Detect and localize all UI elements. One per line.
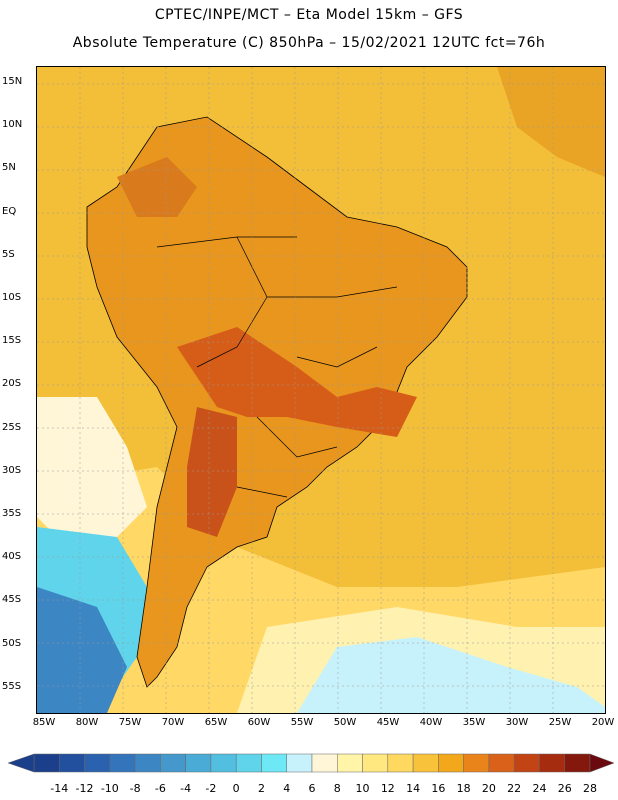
colorbar-bin bbox=[438, 753, 464, 773]
colorbar-bin bbox=[261, 753, 287, 773]
warm-ocean-ne bbox=[497, 67, 605, 177]
lat-label: 40S bbox=[2, 551, 22, 563]
lat-label: 50S bbox=[2, 637, 22, 649]
lat-label: 10S bbox=[2, 292, 22, 303]
lat-label: 30S bbox=[2, 464, 22, 476]
colorbar-tick-label: 26 bbox=[557, 782, 572, 795]
colorbar-tick-label: 24 bbox=[532, 782, 547, 795]
lat-label: 5S bbox=[2, 248, 15, 260]
colorbar-max-arrow bbox=[589, 753, 615, 773]
colorbar-tick-label: 2 bbox=[257, 782, 265, 795]
colorbar-tick-label: 6 bbox=[308, 782, 316, 795]
lat-label: 45S bbox=[2, 594, 22, 606]
colorbar bbox=[7, 753, 615, 773]
colorbar-tick-label: 22 bbox=[507, 782, 522, 795]
lon-label: 85W bbox=[32, 717, 56, 728]
lat-label: 20S bbox=[2, 378, 22, 390]
temperature-map[interactable] bbox=[36, 66, 606, 714]
lat-label: 15N bbox=[2, 76, 23, 87]
colorbar-bin bbox=[488, 753, 515, 773]
lon-label: 80W bbox=[75, 717, 99, 728]
colorbar-bin bbox=[362, 753, 389, 773]
lon-label: 45W bbox=[376, 717, 400, 728]
colorbar-bin bbox=[210, 753, 237, 773]
colorbar-tick-label: -8 bbox=[129, 782, 141, 795]
colorbar-bin bbox=[513, 753, 540, 773]
lat-label: 25S bbox=[2, 421, 22, 433]
pacific-cool-patch bbox=[37, 397, 147, 537]
lat-label: 55S bbox=[2, 680, 22, 692]
colorbar-bin bbox=[286, 753, 313, 773]
hot-core-north bbox=[117, 157, 197, 217]
southern-cold-tongue bbox=[297, 637, 605, 713]
colorbar-tick-label: 16 bbox=[431, 782, 446, 795]
lon-label: 40W bbox=[419, 717, 443, 728]
colorbar-bin bbox=[134, 753, 161, 773]
colorbar-bin bbox=[185, 753, 212, 773]
colorbar-tick-label: -4 bbox=[180, 782, 192, 795]
colorbar-tick-label: -2 bbox=[205, 782, 217, 795]
colorbar-tick-label: 0 bbox=[232, 782, 240, 795]
lon-label: 25W bbox=[548, 717, 572, 728]
lon-label: 55W bbox=[290, 717, 314, 728]
lon-label: 50W bbox=[333, 717, 357, 728]
colorbar-bin bbox=[160, 753, 186, 773]
colorbar-bin bbox=[235, 753, 262, 773]
colorbar-tick-label: -6 bbox=[154, 782, 166, 795]
lat-label: EQ bbox=[2, 205, 17, 217]
colorbar-bin bbox=[463, 753, 490, 773]
lon-label: 70W bbox=[161, 717, 185, 728]
map-title-line1: CPTEC/INPE/MCT – Eta Model 15km – GFS bbox=[154, 7, 464, 23]
colorbar-tick-label: 10 bbox=[355, 782, 370, 795]
lon-label: 75W bbox=[118, 717, 142, 728]
colorbar-bin bbox=[337, 753, 363, 773]
colorbar-tick-label: 4 bbox=[283, 782, 291, 795]
colorbar-bin bbox=[33, 753, 60, 773]
lon-label: 60W bbox=[247, 717, 271, 728]
map-title-line2: Absolute Temperature (C) 850hPa – 15/02/… bbox=[72, 35, 546, 51]
lon-label: 65W bbox=[204, 717, 228, 728]
lat-label: 5N bbox=[2, 162, 16, 174]
colorbar-bin bbox=[84, 753, 111, 773]
lat-label: 35S bbox=[2, 508, 22, 519]
lon-label: 30W bbox=[505, 717, 529, 728]
temperature-field bbox=[37, 67, 605, 713]
colorbar-bin bbox=[59, 753, 85, 773]
lat-label: 15S bbox=[2, 335, 22, 347]
colorbar-tick-label: 12 bbox=[380, 782, 395, 795]
lon-label: 35W bbox=[462, 717, 486, 728]
colorbar-tick-label: 14 bbox=[406, 782, 421, 795]
colorbar-bin bbox=[564, 753, 591, 773]
colorbar-tick-label: 18 bbox=[456, 782, 471, 795]
pacific-cold-core bbox=[37, 587, 127, 713]
colorbar-bin bbox=[109, 753, 136, 773]
lat-label: 10N bbox=[2, 119, 23, 131]
colorbar-bin bbox=[311, 753, 338, 773]
lon-label: 20W bbox=[591, 717, 615, 728]
colorbar-tick-label: -10 bbox=[100, 782, 119, 795]
colorbar-tick-label: 20 bbox=[481, 782, 496, 795]
colorbar-bin bbox=[539, 753, 565, 773]
colorbar-tick-label: 8 bbox=[333, 782, 341, 795]
colorbar-min-arrow bbox=[7, 753, 35, 773]
colorbar-tick-label: 28 bbox=[583, 782, 597, 795]
country-borders bbox=[156, 236, 398, 498]
hot-core-central bbox=[177, 327, 417, 437]
colorbar-tick-label: -14 bbox=[50, 782, 69, 795]
colorbar-bin bbox=[412, 753, 439, 773]
colorbar-tick-label: -12 bbox=[75, 782, 94, 795]
colorbar-bin bbox=[387, 753, 414, 773]
hot-core-chaco bbox=[187, 407, 237, 537]
